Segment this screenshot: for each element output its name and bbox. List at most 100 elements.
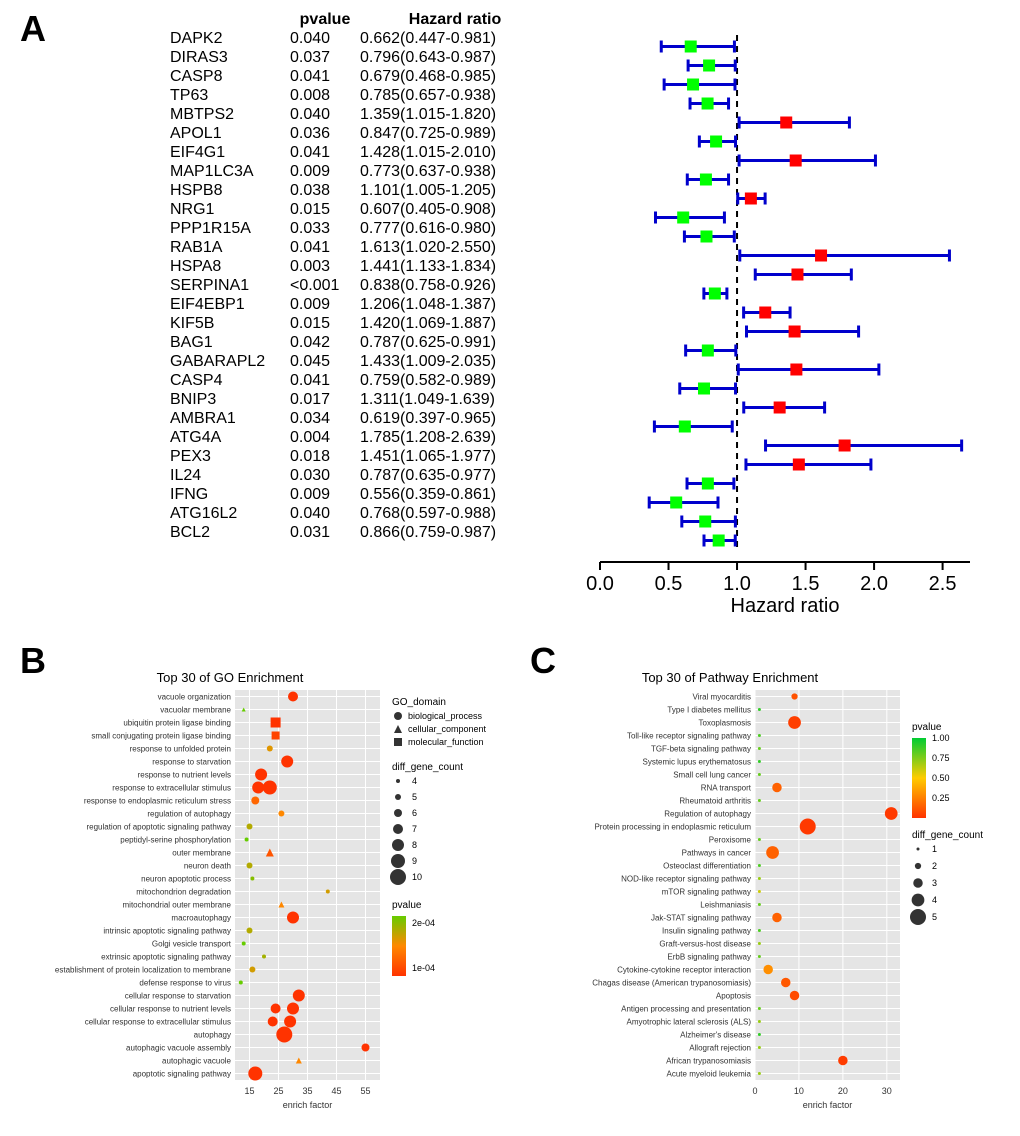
svg-text:1.00: 1.00 xyxy=(932,733,950,743)
forest-xlabel: Hazard ratio xyxy=(600,595,970,618)
gene-cell: NRG1 xyxy=(170,200,290,219)
table-row: SERPINA1<0.0010.838(0.758-0.926) xyxy=(170,276,550,295)
svg-text:TGF-beta signaling pathway: TGF-beta signaling pathway xyxy=(651,745,751,754)
pvalue-cell: 0.040 xyxy=(290,29,360,48)
table-row: IL240.0300.787(0.635-0.977) xyxy=(170,466,550,485)
svg-text:Graft-versus-host disease: Graft-versus-host disease xyxy=(659,940,751,949)
svg-text:apoptotic signaling pathway: apoptotic signaling pathway xyxy=(133,1070,231,1079)
svg-text:ErbB signaling pathway: ErbB signaling pathway xyxy=(667,953,751,962)
gene-cell: AMBRA1 xyxy=(170,409,290,428)
hr-cell: 1.785(1.208-2.639) xyxy=(360,428,550,447)
table-row: BNIP30.0171.311(1.049-1.639) xyxy=(170,390,550,409)
svg-text:enrich factor: enrich factor xyxy=(803,1100,853,1110)
table-row: CASP80.0410.679(0.468-0.985) xyxy=(170,67,550,86)
gene-cell: KIF5B xyxy=(170,314,290,333)
svg-text:autophagic vacuole: autophagic vacuole xyxy=(162,1057,231,1066)
svg-text:establishment of protein local: establishment of protein localization to… xyxy=(55,966,232,975)
svg-text:response to endoplasmic reticu: response to endoplasmic reticulum stress xyxy=(84,797,231,806)
pvalue-cell: 0.033 xyxy=(290,219,360,238)
hr-cell: 0.787(0.625-0.991) xyxy=(360,333,550,352)
table-row: ATG4A0.0041.785(1.208-2.639) xyxy=(170,428,550,447)
svg-text:RNA transport: RNA transport xyxy=(701,784,752,793)
svg-text:neuron death: neuron death xyxy=(184,862,231,871)
panel-b: Top 30 of GO Enrichment vacuole organiza… xyxy=(40,670,520,1130)
hr-cell: 1.359(1.015-1.820) xyxy=(360,105,550,124)
svg-text:2: 2 xyxy=(932,861,937,871)
hr-cell: 0.773(0.637-0.938) xyxy=(360,162,550,181)
svg-text:0: 0 xyxy=(752,1086,757,1096)
svg-text:Toll-like receptor signaling p: Toll-like receptor signaling pathway xyxy=(627,732,751,741)
svg-text:Golgi vesicle transport: Golgi vesicle transport xyxy=(152,940,232,949)
svg-text:Regulation of autophagy: Regulation of autophagy xyxy=(664,810,751,819)
svg-text:mTOR signaling pathway: mTOR signaling pathway xyxy=(662,888,751,897)
svg-text:Amyotrophic lateral sclerosis: Amyotrophic lateral sclerosis (ALS) xyxy=(627,1018,752,1027)
svg-text:Cytokine-cytokine receptor int: Cytokine-cytokine receptor interaction xyxy=(617,966,751,975)
hr-cell: 0.556(0.359-0.861) xyxy=(360,485,550,504)
svg-text:Allograft rejection: Allograft rejection xyxy=(689,1044,751,1053)
svg-text:2.0: 2.0 xyxy=(860,573,888,595)
gene-cell: BAG1 xyxy=(170,333,290,352)
pvalue-cell: 0.041 xyxy=(290,143,360,162)
table-row: RAB1A0.0411.613(1.020-2.550) xyxy=(170,238,550,257)
table-row: KIF5B0.0151.420(1.069-1.887) xyxy=(170,314,550,333)
hr-cell: 1.311(1.049-1.639) xyxy=(360,390,550,409)
panel-label-c: C xyxy=(530,640,556,682)
pathway-title: Top 30 of Pathway Enrichment xyxy=(600,670,860,685)
svg-text:15: 15 xyxy=(244,1086,254,1096)
svg-text:Antigen processing and present: Antigen processing and presentation xyxy=(621,1005,751,1014)
svg-text:pvalue: pvalue xyxy=(392,900,422,911)
gene-cell: CASP4 xyxy=(170,371,290,390)
svg-text:3: 3 xyxy=(932,878,937,888)
hr-cell: 1.206(1.048-1.387) xyxy=(360,295,550,314)
gene-cell: BCL2 xyxy=(170,523,290,542)
table-row: MAP1LC3A0.0090.773(0.637-0.938) xyxy=(170,162,550,181)
pvalue-cell: 0.015 xyxy=(290,314,360,333)
table-row: BCL20.0310.866(0.759-0.987) xyxy=(170,523,550,542)
svg-text:cellular_component: cellular_component xyxy=(408,724,487,734)
table-row: ATG16L20.0400.768(0.597-0.988) xyxy=(170,504,550,523)
table-row: GABARAPL20.0451.433(1.009-2.035) xyxy=(170,352,550,371)
svg-text:vacuole organization: vacuole organization xyxy=(158,693,231,702)
svg-text:35: 35 xyxy=(302,1086,312,1096)
pvalue-cell: 0.045 xyxy=(290,352,360,371)
gene-cell: EIF4G1 xyxy=(170,143,290,162)
svg-text:Systemic lupus erythematosus: Systemic lupus erythematosus xyxy=(643,758,752,767)
pathway-dotplot: Viral myocarditisType I diabetes mellitu… xyxy=(560,685,1010,1125)
panel-label-a: A xyxy=(20,8,46,50)
col-header-gene xyxy=(170,10,290,29)
pvalue-cell: 0.034 xyxy=(290,409,360,428)
gene-cell: ATG16L2 xyxy=(170,504,290,523)
gene-cell: EIF4EBP1 xyxy=(170,295,290,314)
svg-text:Peroxisome: Peroxisome xyxy=(709,836,752,845)
svg-text:regulation of apoptotic signal: regulation of apoptotic signaling pathwa… xyxy=(86,823,231,832)
svg-text:Type I diabetes mellitus: Type I diabetes mellitus xyxy=(667,706,751,715)
table-row: EIF4G10.0411.428(1.015-2.010) xyxy=(170,143,550,162)
pvalue-cell: 0.030 xyxy=(290,466,360,485)
pvalue-cell: 0.031 xyxy=(290,523,360,542)
hr-cell: 0.785(0.657-0.938) xyxy=(360,86,550,105)
pvalue-cell: 0.038 xyxy=(290,181,360,200)
go-title: Top 30 of GO Enrichment xyxy=(100,670,360,685)
svg-text:cellular response to nutrient: cellular response to nutrient levels xyxy=(110,1005,231,1014)
pvalue-cell: 0.040 xyxy=(290,504,360,523)
svg-text:4: 4 xyxy=(932,895,937,905)
hr-cell: 0.866(0.759-0.987) xyxy=(360,523,550,542)
table-row: APOL10.0360.847(0.725-0.989) xyxy=(170,124,550,143)
pvalue-cell: 0.009 xyxy=(290,162,360,181)
svg-text:1.0: 1.0 xyxy=(723,573,751,595)
svg-text:Leishmaniasis: Leishmaniasis xyxy=(700,901,751,910)
pvalue-cell: 0.004 xyxy=(290,428,360,447)
pvalue-cell: 0.017 xyxy=(290,390,360,409)
table-row: IFNG0.0090.556(0.359-0.861) xyxy=(170,485,550,504)
table-row: DIRAS30.0370.796(0.643-0.987) xyxy=(170,48,550,67)
svg-text:diff_gene_count: diff_gene_count xyxy=(912,830,983,841)
svg-text:small conjugating protein liga: small conjugating protein ligase binding xyxy=(91,732,231,741)
table-row: PEX30.0181.451(1.065-1.977) xyxy=(170,447,550,466)
hr-cell: 1.441(1.133-1.834) xyxy=(360,257,550,276)
svg-text:cellular response to extracell: cellular response to extracellular stimu… xyxy=(85,1018,231,1027)
svg-text:10: 10 xyxy=(412,872,422,882)
forest-plot: 0.00.51.01.52.02.5 xyxy=(600,35,970,585)
table-row: NRG10.0150.607(0.405-0.908) xyxy=(170,200,550,219)
gene-cell: SERPINA1 xyxy=(170,276,290,295)
gene-cell: BNIP3 xyxy=(170,390,290,409)
